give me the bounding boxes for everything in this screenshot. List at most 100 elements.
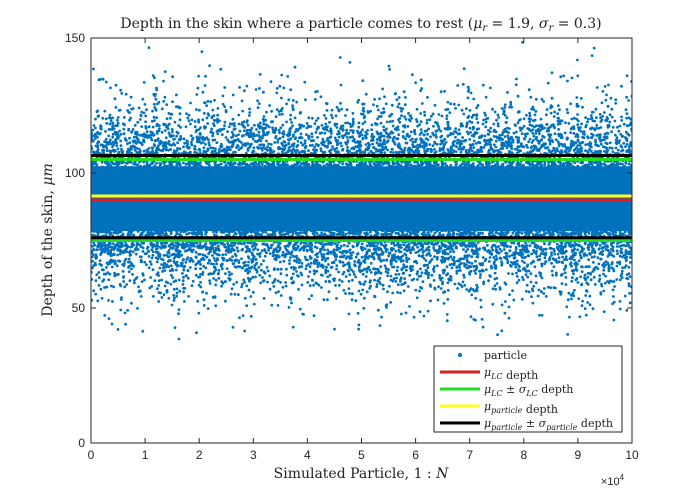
scatter-point xyxy=(101,77,105,81)
scatter-point xyxy=(382,107,385,111)
scatter-point xyxy=(156,138,160,142)
scatter-point xyxy=(405,268,408,272)
scatter-point xyxy=(240,141,243,144)
scatter-point xyxy=(347,312,351,316)
scatter-point xyxy=(92,289,96,293)
scatter-point xyxy=(393,244,396,247)
scatter-point xyxy=(445,273,448,277)
scatter-point xyxy=(155,260,159,264)
scatter-point xyxy=(189,122,192,126)
scatter-point xyxy=(117,223,121,227)
scatter-point xyxy=(496,333,499,337)
scatter-point xyxy=(198,136,202,139)
scatter-point xyxy=(163,284,167,288)
scatter-point xyxy=(602,272,605,276)
scatter-point xyxy=(294,210,298,214)
scatter-point xyxy=(240,99,244,103)
scatter-point xyxy=(481,325,485,329)
scatter-point xyxy=(168,220,172,224)
scatter-point xyxy=(194,273,198,277)
scatter-point xyxy=(97,284,101,287)
scatter-point xyxy=(351,112,355,115)
scatter-point xyxy=(133,281,136,285)
scatter-point xyxy=(584,313,588,317)
scatter-point xyxy=(181,166,184,170)
scatter-point xyxy=(144,126,148,130)
scatter-point xyxy=(382,226,386,229)
scatter-point xyxy=(456,287,459,290)
scatter-point xyxy=(186,276,190,280)
scatter-point xyxy=(125,250,129,254)
scatter-point xyxy=(337,109,341,113)
scatter-point xyxy=(169,116,172,120)
scatter-point xyxy=(122,116,126,119)
scatter-point xyxy=(532,248,535,252)
scatter-point xyxy=(177,337,181,341)
scatter-point xyxy=(279,267,283,271)
scatter-point xyxy=(240,285,244,289)
scatter-point xyxy=(331,116,334,120)
scatter-point xyxy=(550,96,554,100)
scatter-point xyxy=(525,226,529,229)
scatter-point xyxy=(274,135,278,138)
scatter-point xyxy=(429,299,432,303)
scatter-point xyxy=(282,86,286,90)
scatter-point xyxy=(344,232,348,236)
scatter-point xyxy=(323,131,327,135)
scatter-point xyxy=(400,114,403,118)
scatter-point xyxy=(525,283,529,287)
scatter-point xyxy=(231,325,235,329)
scatter-point xyxy=(432,246,435,250)
scatter-point xyxy=(573,288,576,292)
scatter-point xyxy=(123,311,127,315)
scatter-point xyxy=(409,251,413,255)
scatter-point xyxy=(313,122,317,125)
scatter-point xyxy=(327,290,331,293)
scatter-point xyxy=(262,115,266,118)
scatter-point xyxy=(453,130,456,133)
scatter-point xyxy=(331,216,334,220)
scatter-point xyxy=(547,166,551,169)
scatter-point xyxy=(515,259,519,263)
scatter-point xyxy=(337,270,340,274)
scatter-point xyxy=(128,136,131,140)
scatter-point xyxy=(180,253,184,257)
scatter-point xyxy=(418,289,421,293)
scatter-point xyxy=(589,114,593,117)
scatter-point xyxy=(155,247,159,251)
scatter-point xyxy=(460,142,463,146)
scatter-point xyxy=(600,101,604,105)
scatter-point xyxy=(275,91,279,95)
scatter-point xyxy=(246,123,250,127)
scatter-point xyxy=(237,122,241,126)
scatter-point xyxy=(553,132,557,136)
scatter-point xyxy=(429,135,432,139)
scatter-point xyxy=(396,291,399,294)
scatter-point xyxy=(351,211,355,215)
scatter-point xyxy=(178,289,182,293)
scatter-point xyxy=(552,265,556,268)
scatter-point xyxy=(224,299,227,303)
scatter-point xyxy=(171,100,174,104)
scatter-point xyxy=(493,284,497,288)
scatter-point xyxy=(182,161,185,165)
scatter-point xyxy=(547,163,550,167)
scatter-point xyxy=(285,267,288,271)
scatter-point xyxy=(625,95,628,99)
scatter-point xyxy=(416,168,420,172)
scatter-point xyxy=(279,294,283,297)
scatter-point xyxy=(492,149,495,153)
scatter-point xyxy=(326,248,330,252)
scatter-point xyxy=(147,125,151,129)
scatter-point xyxy=(564,276,568,279)
scatter-point xyxy=(171,75,175,79)
scatter-point xyxy=(389,301,392,304)
scatter-point xyxy=(312,269,316,273)
scatter-point xyxy=(409,170,412,174)
scatter-point xyxy=(448,111,452,115)
scatter-point xyxy=(586,120,589,124)
scatter-point xyxy=(618,307,622,311)
scatter-point xyxy=(216,257,219,260)
scatter-point xyxy=(167,265,171,268)
